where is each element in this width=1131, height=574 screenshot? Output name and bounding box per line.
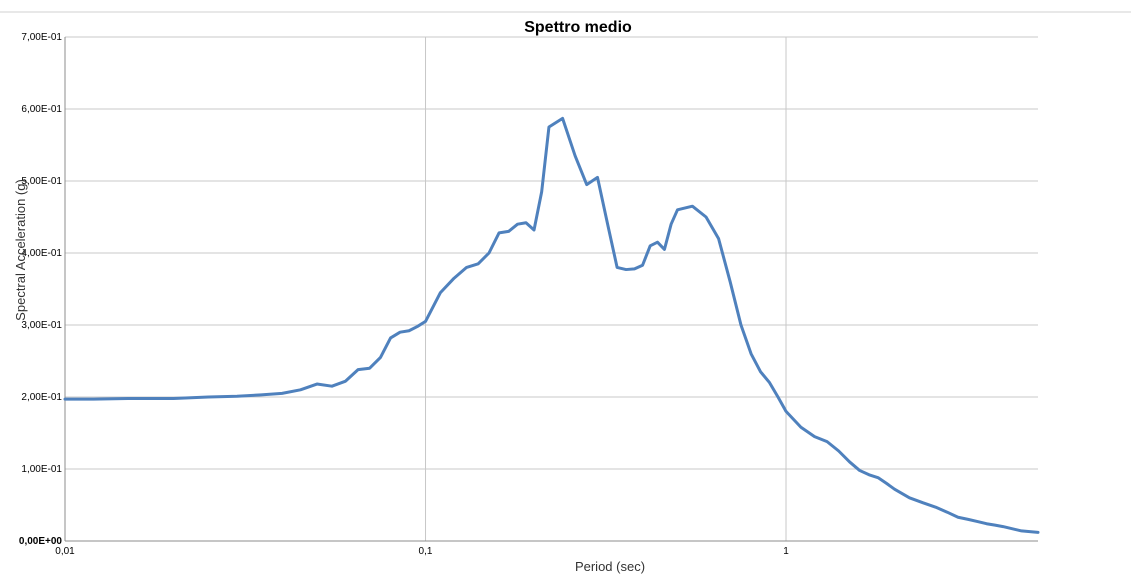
x-tick-label: 1	[783, 546, 789, 557]
y-tick-label: 2,00E-01	[21, 392, 62, 403]
y-tick-label: 0,00E+00	[19, 536, 63, 547]
x-axis-label: Period (sec)	[575, 559, 645, 574]
y-tick-label: 1,00E-01	[21, 464, 62, 475]
y-tick-label: 5,00E-01	[21, 176, 62, 187]
y-tick-label: 4,00E-01	[21, 248, 62, 259]
tick-labels: 0,00E+00 1,00E-01 2,00E-01 3,00E-01 4,00E-01…	[19, 32, 789, 557]
y-tick-label: 7,00E-01	[21, 32, 62, 43]
chart-title: Spettro medio	[524, 19, 632, 36]
series-layer	[63, 116, 1040, 534]
x-tick-label: 0,1	[419, 546, 433, 557]
y-tick-label: 3,00E-01	[21, 320, 62, 331]
series-line	[63, 116, 1040, 534]
y-axis-label: Spectral Acceleration (g)	[13, 179, 28, 321]
x-tick-label: 0,01	[55, 546, 75, 557]
axes	[64, 37, 1038, 542]
y-tick-label: 6,00E-01	[21, 104, 62, 115]
